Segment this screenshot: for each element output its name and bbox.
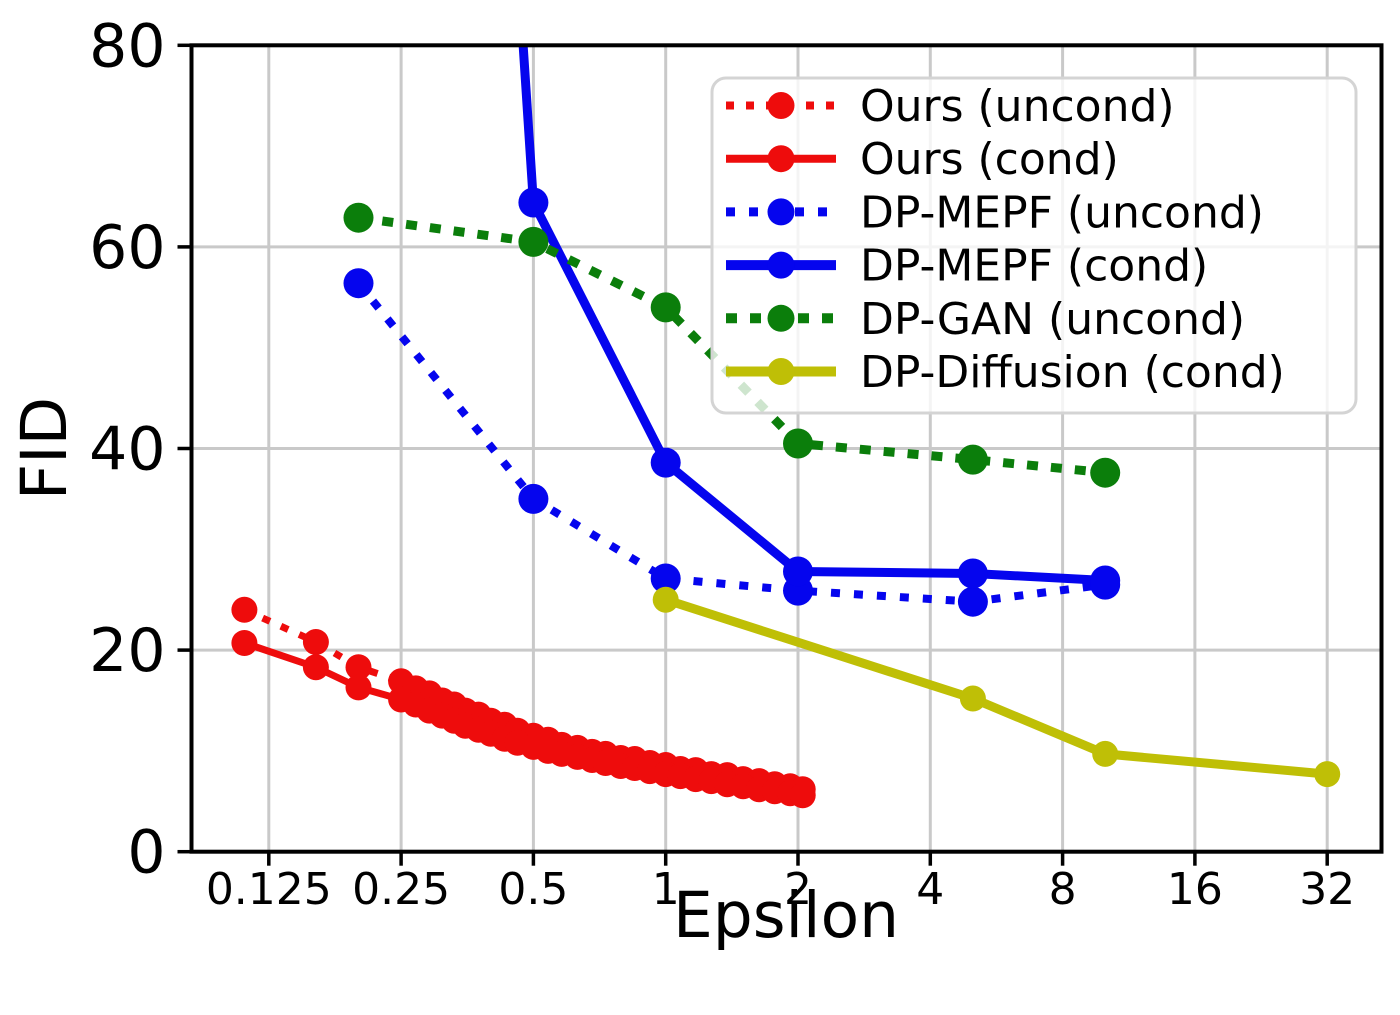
series-dp-mepf-cond: [518, 45, 1121, 596]
series-marker-ours-cond: [231, 630, 258, 656]
series-marker-ours-uncond: [302, 629, 329, 655]
series-marker-dp-gan-uncond: [1090, 457, 1121, 488]
y-tick-label: 0: [127, 818, 165, 888]
x-tick-label: 16: [1167, 864, 1223, 915]
legend-sample-marker: [767, 145, 795, 173]
y-tick-label: 20: [89, 616, 165, 686]
series-marker-dp-mepf-cond: [650, 447, 681, 478]
series-marker-ours-uncond: [231, 596, 258, 623]
series-marker-ours-uncond: [345, 654, 372, 681]
x-tick-label: 0.125: [206, 864, 332, 915]
series-marker-ours-cond: [345, 674, 372, 701]
legend-label: Ours (uncond): [860, 81, 1175, 132]
legend-entry-dp-diffusion-cond: DP-Diffusion (cond): [726, 347, 1285, 398]
x-tick-label: 0.25: [352, 864, 450, 915]
x-tick-label: 0.5: [498, 864, 568, 915]
series-line-dp-mepf-uncond: [355, 280, 1106, 606]
series-dp-diffusion-cond: [652, 586, 1341, 788]
legend-label: Ours (cond): [860, 134, 1119, 185]
series-line-dp-diffusion-cond: [664, 595, 1328, 779]
x-tick-label: 4: [916, 864, 944, 915]
legend-entry-dp-mepf-cond: DP-MEPF (cond): [726, 241, 1208, 292]
legend-label: DP-MEPF (cond): [860, 241, 1208, 292]
series-marker-dp-mepf-cond: [1090, 565, 1121, 596]
x-tick-label: 2: [784, 864, 812, 915]
x-tick-label: 8: [1049, 864, 1077, 915]
series-marker-dp-mepf-cond: [518, 187, 549, 218]
legend-box: [710, 76, 1358, 415]
legend-label: DP-Diffusion (cond): [860, 347, 1285, 398]
legend: Ours (uncond)Ours (cond)DP-MEPF (uncond)…: [710, 76, 1358, 415]
series-line-ours-uncond: [242, 606, 804, 793]
series-marker-dp-mepf-uncond: [518, 483, 549, 514]
legend-entry-dp-mepf-uncond: DP-MEPF (uncond): [726, 187, 1264, 238]
y-tick-label: 80: [89, 11, 165, 81]
y-tick-label: 40: [89, 415, 165, 485]
series-line-dp-mepf-cond: [518, 45, 1106, 585]
series-marker-dp-mepf-cond: [957, 558, 988, 589]
series-line-dp-gan-uncond: [357, 213, 1106, 478]
series-marker-dp-mepf-uncond: [957, 586, 988, 617]
legend-sample-marker: [767, 198, 795, 226]
legend-entry-dp-gan-uncond: DP-GAN (uncond): [726, 294, 1245, 345]
legend-sample-marker: [767, 251, 795, 279]
axes: 0.125 0.25 0.5 1 2 4 8 16 32 0 20 40 60 80: [89, 11, 1384, 915]
y-tick-label: 60: [89, 213, 165, 283]
legend-label: DP-MEPF (uncond): [860, 187, 1264, 238]
series-marker-dp-diffusion-cond: [959, 685, 986, 712]
data-series: [231, 45, 1341, 809]
x-tick-label: 1: [652, 864, 680, 915]
legend-label: DP-GAN (uncond): [860, 294, 1245, 345]
series-marker-dp-gan-uncond: [650, 292, 681, 323]
series-ours-cond: [231, 630, 816, 809]
series-marker-dp-gan-uncond: [783, 428, 813, 459]
legend-sample-marker: [767, 304, 795, 332]
series-marker-dp-diffusion-cond: [652, 586, 679, 613]
series-marker-dp-diffusion-cond: [1092, 740, 1119, 767]
x-axis-label: Epsilon: [673, 879, 899, 952]
legend-sample-marker: [767, 358, 795, 385]
series-marker-dp-mepf-uncond: [650, 563, 681, 594]
legend-entry-ours-cond: Ours (cond): [726, 134, 1119, 185]
y-axis-label: FID: [8, 397, 81, 500]
series-marker-dp-diffusion-cond: [1314, 761, 1341, 788]
series-marker-dp-mepf-cond: [783, 556, 813, 587]
series-marker-ours-cond: [302, 654, 329, 681]
legend-sample-marker: [767, 92, 795, 119]
series-marker-ours-cond: [789, 782, 816, 809]
series-marker-dp-mepf-uncond: [343, 268, 374, 299]
series-dp-gan-uncond: [343, 202, 1121, 488]
series-marker-dp-gan-uncond: [343, 202, 374, 233]
legend-entry-ours-uncond: Ours (uncond): [726, 81, 1175, 132]
series-marker-dp-gan-uncond: [957, 444, 988, 475]
x-tick-label: 32: [1299, 864, 1355, 915]
series-marker-dp-gan-uncond: [518, 226, 549, 257]
